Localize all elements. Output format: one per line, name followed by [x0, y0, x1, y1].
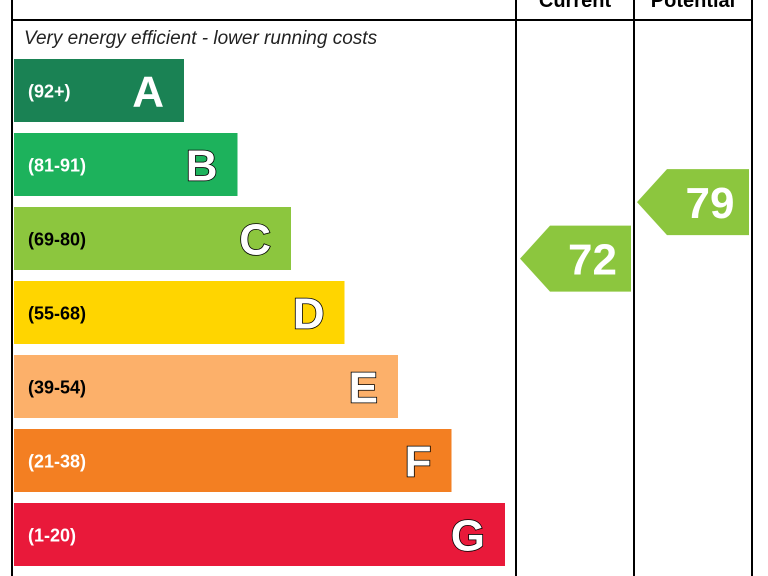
band-c-bar: [14, 207, 291, 270]
band-d: (55-68) D: [14, 281, 345, 344]
band-e-letter: E: [349, 364, 378, 413]
band-d-range: (55-68): [28, 304, 86, 324]
band-g-letter: G: [451, 512, 485, 561]
band-b-letter: B: [186, 142, 218, 191]
band-f-bar: [14, 429, 452, 492]
band-f-letter: F: [405, 438, 432, 487]
band-b-bar: [14, 133, 238, 196]
band-f: (21-38) F: [14, 429, 452, 492]
current-rating-arrow: 72: [520, 225, 631, 292]
band-e-range: (39-54): [28, 378, 86, 398]
band-g-range: (1-20): [28, 526, 76, 546]
potential-rating-arrow-shape: [637, 169, 749, 236]
potential-header-label: Potential: [650, 0, 736, 12]
band-d-letter: D: [293, 290, 325, 339]
band-c-range: (69-80): [28, 230, 86, 250]
potential-rating-arrow-value: 79: [686, 179, 735, 228]
very-efficient-note: Very energy efficient - lower running co…: [24, 28, 378, 49]
band-c: (69-80) C: [14, 207, 291, 270]
band-g-bar: [14, 503, 505, 566]
band-g: (1-20) G: [14, 503, 505, 566]
band-e-bar: [14, 355, 398, 418]
band-a-letter: A: [132, 68, 164, 117]
band-a-bar: [14, 59, 184, 122]
potential-rating-arrow: 79: [637, 169, 749, 236]
chart-frame: [11, 0, 753, 576]
band-d-bar: [14, 281, 345, 344]
current-rating-arrow-shape: [520, 225, 631, 292]
band-c-letter: C: [239, 216, 271, 265]
band-a: (92+) A: [14, 59, 184, 122]
rating-arrows: 72 79: [520, 169, 749, 292]
band-e: (39-54) E: [14, 355, 398, 418]
current-header-label: Current: [538, 0, 612, 12]
current-column-header: Current: [517, 0, 633, 20]
band-f-range: (21-38): [28, 452, 86, 472]
current-rating-arrow-value: 72: [568, 236, 617, 285]
rating-bands: (92+) A (81-91) B (69-80) C (55-68) D (39-54) E (2…: [14, 59, 505, 566]
potential-column-header: Potential: [634, 0, 752, 20]
band-b: (81-91) B: [14, 133, 238, 196]
band-a-range: (92+): [28, 82, 71, 102]
band-b-range: (81-91): [28, 156, 86, 176]
